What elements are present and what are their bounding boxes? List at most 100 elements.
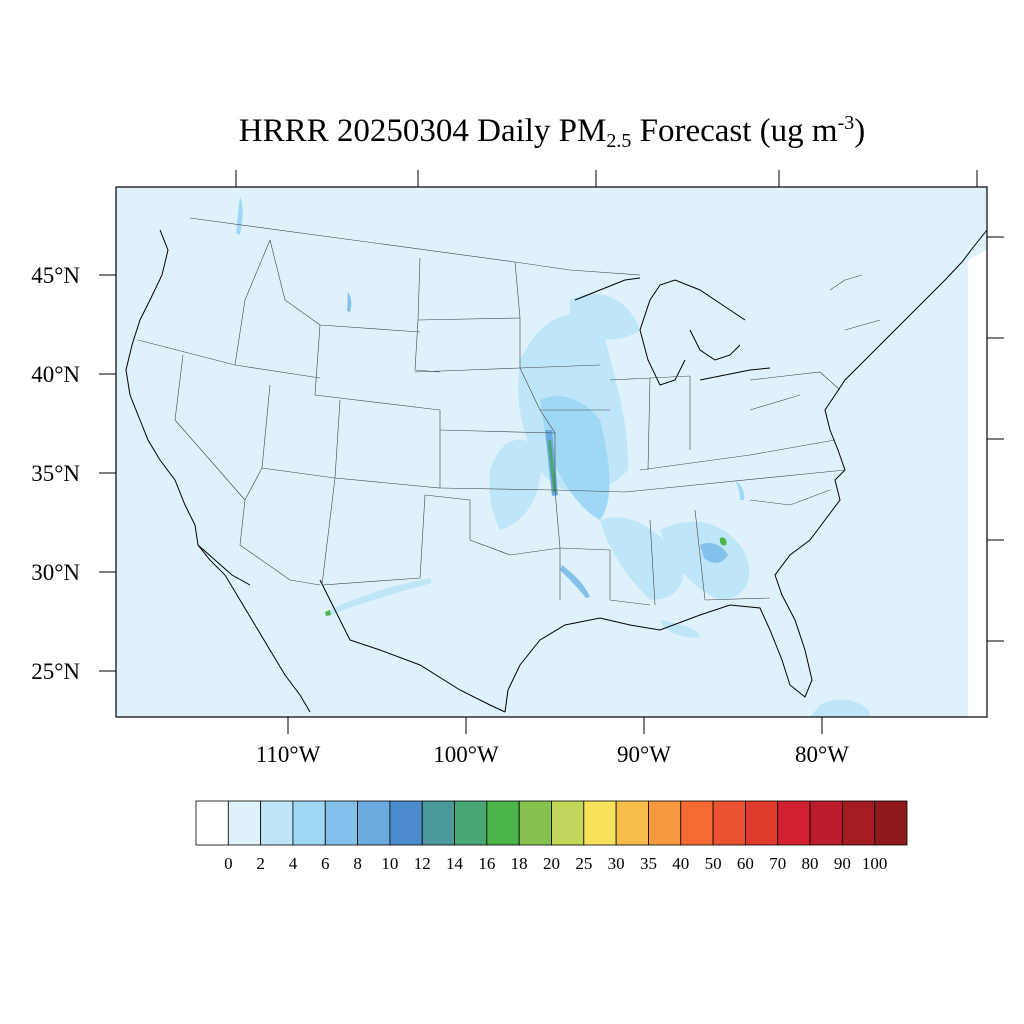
lon-label: 90°W: [617, 742, 671, 767]
colorbar-box: [227, 800, 262, 846]
border-mo-ar: [554, 489, 626, 493]
colorbar-box: [389, 800, 423, 846]
plume-core-max: [548, 440, 556, 492]
colorbar-box: [777, 800, 811, 846]
border-wy: [314, 324, 441, 411]
border-id: [234, 239, 271, 366]
plume-gulf: [660, 620, 700, 638]
coast-lake-michigan: [639, 329, 686, 386]
border-ga-fl: [704, 597, 771, 601]
colorbar-tick-label: 60: [737, 854, 754, 873]
colorbar-tick-label: 100: [862, 854, 888, 873]
border-ms-al: [649, 519, 656, 606]
colorbar-tick-label: 80: [802, 854, 819, 873]
border-mississippi-west: [514, 261, 561, 600]
colorbar-tick-label: 12: [414, 854, 431, 873]
border-va: [749, 394, 801, 411]
colorbar-tick-label: 8: [353, 854, 362, 873]
plume-texas-west-max: [325, 610, 331, 616]
coast-atlantic: [504, 229, 988, 713]
state-borders: [137, 217, 881, 606]
border-sc-nc: [749, 489, 831, 506]
colorbar-box: [292, 800, 326, 846]
outside-domain-area: [968, 250, 987, 717]
plume-montana: [347, 292, 352, 312]
colorbar-box: [357, 800, 391, 846]
plume-georgia-max: [719, 537, 727, 546]
title-superscript: -3: [837, 112, 855, 134]
colorbar-tick-label: 40: [672, 854, 689, 873]
title-subscript: 2.5: [606, 130, 632, 152]
lon-labels: 110°W 100°W 90°W 80°W: [256, 742, 850, 767]
border-mt-id: [269, 239, 321, 326]
left-ticks: [99, 274, 116, 672]
colorbar-tick-label: 20: [543, 854, 560, 873]
bottom-ticks: [287, 717, 823, 734]
colorbar-box: [809, 800, 843, 846]
coast-lake-superior: [574, 277, 641, 301]
plume-alabama: [660, 521, 750, 600]
plume-mississippi: [600, 517, 683, 600]
border-ok-tx: [424, 494, 561, 556]
border-al-ga: [694, 509, 706, 601]
border-co: [334, 399, 441, 489]
colorbar-tick-label: 35: [640, 854, 657, 873]
lat-label: 25°N: [31, 659, 80, 684]
plume-missouri: [540, 396, 610, 520]
colorbar-tick-label: 70: [769, 854, 786, 873]
colorbar-box: [874, 800, 908, 846]
plume-bahamas: [810, 699, 870, 717]
colorbar-box: [454, 800, 488, 846]
border-az: [239, 467, 321, 586]
colorbar-box: [551, 800, 585, 846]
colorbar-tick-label: 4: [289, 854, 298, 873]
title-suffix: ): [854, 113, 866, 149]
coast-gulf-mexico: [319, 579, 506, 713]
colorbar-tick-label: 90: [834, 854, 851, 873]
border-ne-ks: [439, 429, 556, 434]
title-prefix: HRRR 20250304 Daily PM: [238, 113, 607, 149]
border-nv: [174, 354, 246, 501]
lon-label: 100°W: [433, 742, 499, 767]
plume-wisconsin: [570, 294, 640, 340]
border-canada-mid: [514, 261, 641, 276]
colorbar-box: [518, 800, 552, 846]
colorbar-box: [712, 800, 746, 846]
border-ky-tn: [639, 439, 836, 471]
colorbar-box: [648, 800, 682, 846]
colorbar-box: [680, 800, 714, 846]
plume-texas-west: [326, 578, 432, 616]
colorbar-box: [260, 800, 294, 846]
lat-labels: 45°N 40°N 35°N 30°N 25°N: [31, 263, 80, 684]
border-il-in-v: [647, 377, 651, 471]
colorbar-tick-label: 6: [321, 854, 330, 873]
border-mt-wy: [319, 324, 421, 333]
border-nd-sd: [414, 257, 441, 373]
border-sd-ne: [414, 367, 521, 373]
border-nd-sd-line: [417, 317, 521, 321]
plume-tennessee: [735, 480, 745, 500]
colorbar-tick-label: 0: [224, 854, 233, 873]
plume-georgia: [700, 543, 728, 563]
colorbar-tick-label: 16: [478, 854, 495, 873]
lat-label: 30°N: [31, 560, 80, 585]
colorbar-tick-label: 25: [575, 854, 592, 873]
border-ia-mn: [519, 364, 601, 369]
border-nm: [321, 477, 426, 586]
colorbar-tick-label: 18: [511, 854, 528, 873]
right-ticks: [987, 236, 1004, 642]
coast-lake-huron: [689, 329, 741, 361]
border-canada-west: [189, 217, 516, 263]
colorbar-box: [615, 800, 649, 846]
colorbar-tick-label: 2: [256, 854, 265, 873]
colorbar-box: [841, 800, 876, 846]
colorbar: 0 2 4 6 8 10 12 14 16 18 20 25 30 35 40 50 60 70 80 90 100: [195, 800, 908, 873]
border-pa: [749, 371, 841, 391]
coast-lake-erie: [699, 367, 771, 381]
colorbar-box: [486, 800, 520, 846]
lat-label: 45°N: [31, 263, 80, 288]
colorbar-box: [195, 800, 229, 846]
lat-label: 40°N: [31, 362, 80, 387]
map-title: HRRR 20250304 Daily PM2.5 Forecast (ug m…: [0, 112, 1024, 153]
colorbar-tick-label: 50: [705, 854, 722, 873]
